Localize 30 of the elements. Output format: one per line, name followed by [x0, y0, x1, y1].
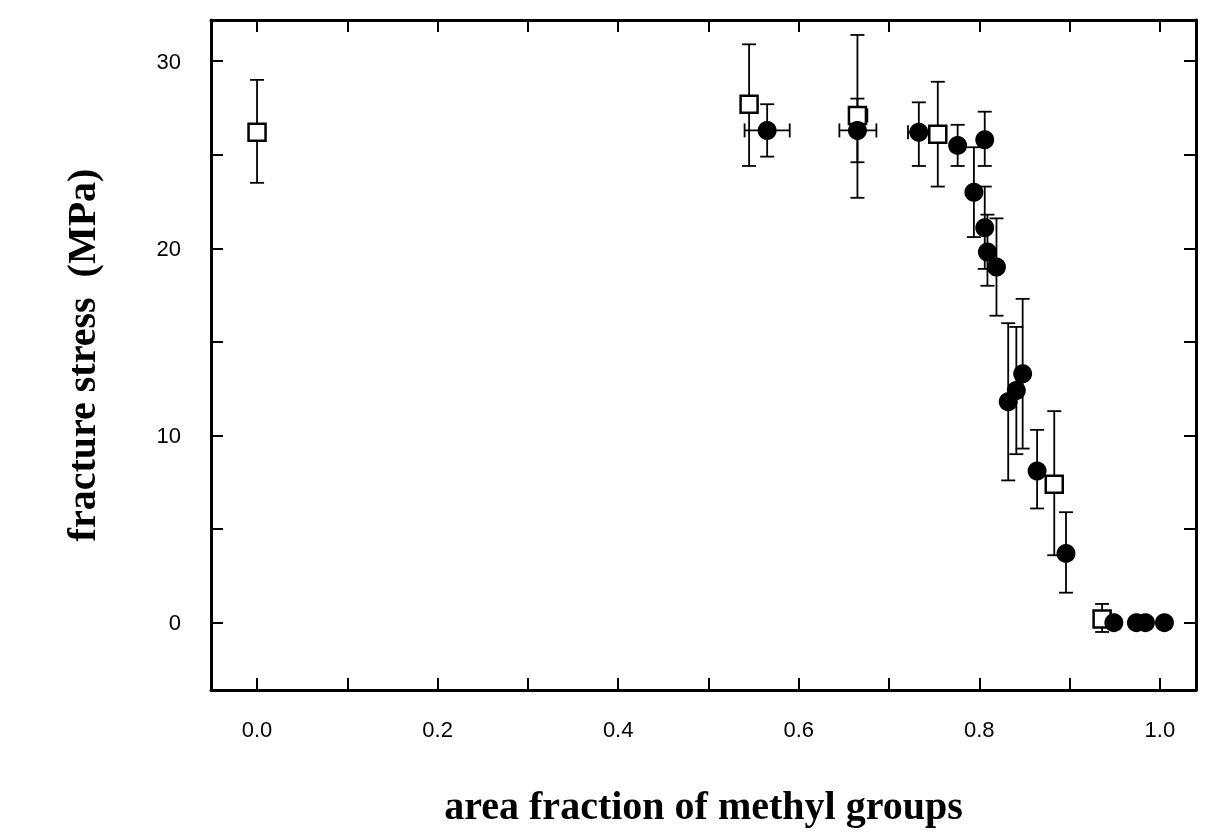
- y-tick-label: 10: [156, 422, 181, 448]
- point: [757, 120, 777, 140]
- point: [739, 94, 759, 114]
- point: [1044, 474, 1064, 494]
- point: [847, 120, 867, 140]
- point: [1027, 461, 1047, 481]
- point: [986, 257, 1006, 277]
- point: [1104, 613, 1124, 633]
- point: [1154, 613, 1174, 633]
- x-tick-label: 0.8: [964, 716, 995, 742]
- x-tick-label: 0.4: [602, 716, 634, 742]
- point: [977, 242, 997, 262]
- point: [975, 218, 995, 238]
- x-tick-label: 0.6: [783, 716, 815, 742]
- point: [1006, 381, 1026, 401]
- x-tick-label: 1.0: [1144, 716, 1176, 742]
- y-tick-label: 0: [168, 610, 181, 636]
- y-axis-title: fracture stress (MPa): [58, 168, 104, 542]
- point: [964, 182, 984, 202]
- point: [247, 122, 267, 143]
- point: [1056, 543, 1076, 563]
- point: [948, 135, 968, 155]
- point: [1013, 364, 1033, 384]
- x-tick-label: 0.2: [422, 716, 453, 742]
- point: [975, 130, 995, 150]
- point: [928, 124, 948, 144]
- x-tick-label: 0.0: [241, 716, 273, 742]
- y-tick-label: 30: [156, 48, 181, 74]
- x-axis-title: area fraction of methyl groups: [444, 782, 963, 828]
- y-tick-label: 20: [156, 235, 181, 261]
